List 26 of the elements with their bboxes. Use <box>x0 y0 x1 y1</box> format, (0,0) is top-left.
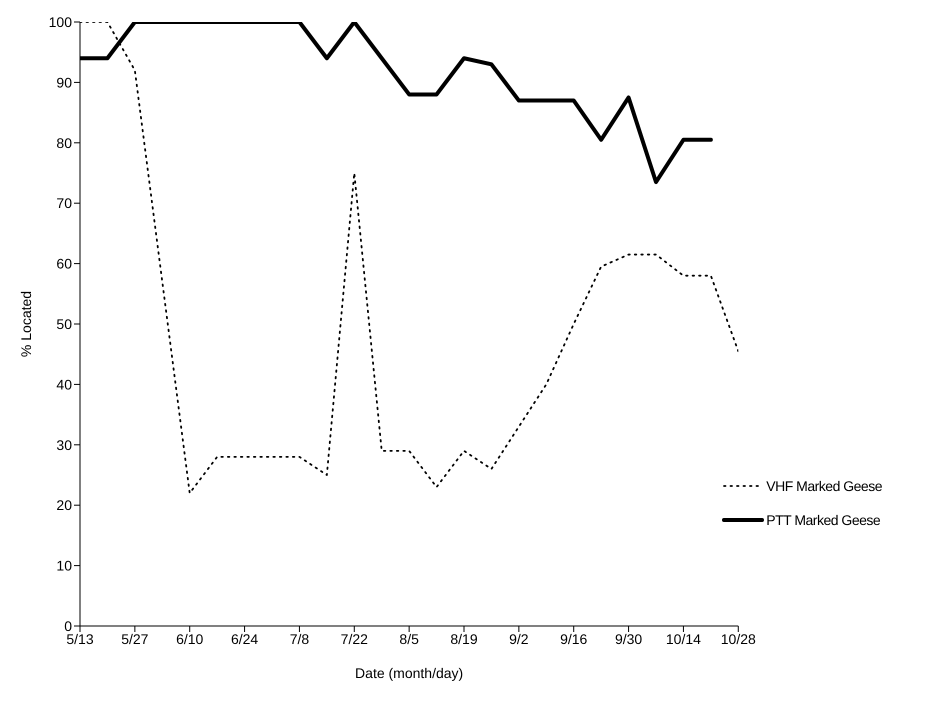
y-tick-label: 40 <box>56 376 72 392</box>
x-tick-label: 8/19 <box>450 630 478 647</box>
y-tick-label: 60 <box>56 256 72 272</box>
x-tick-label: 9/16 <box>560 630 588 647</box>
y-tick-label: 90 <box>56 74 72 90</box>
x-tick-label: 6/24 <box>230 630 258 647</box>
x-tick-label: 10/28 <box>720 630 756 647</box>
x-tick-label: 10/14 <box>666 630 702 647</box>
y-tick-label: 30 <box>56 436 72 453</box>
y-tick-label: 70 <box>56 195 72 212</box>
x-tick-label: 8/5 <box>399 630 420 647</box>
x-tick-label: 9/2 <box>509 630 529 647</box>
x-tick-label: 5/27 <box>121 630 149 647</box>
y-tick-label: 50 <box>56 316 72 332</box>
x-axis-title: Date (month/day) <box>355 665 464 681</box>
y-tick-label: 10 <box>56 558 72 574</box>
y-tick-label: 100 <box>48 14 72 30</box>
y-tick-label: 80 <box>56 134 72 151</box>
x-tick-label: 9/30 <box>614 630 642 647</box>
legend-label: PTT Marked Geese <box>766 512 880 528</box>
x-tick-label: 7/22 <box>340 630 368 647</box>
legend-label: VHF Marked Geese <box>766 478 882 494</box>
y-tick-label: 20 <box>56 497 72 514</box>
x-tick-label: 7/8 <box>290 630 310 647</box>
x-tick-label: 6/10 <box>176 630 204 647</box>
y-axis-title: % Located <box>18 290 34 358</box>
